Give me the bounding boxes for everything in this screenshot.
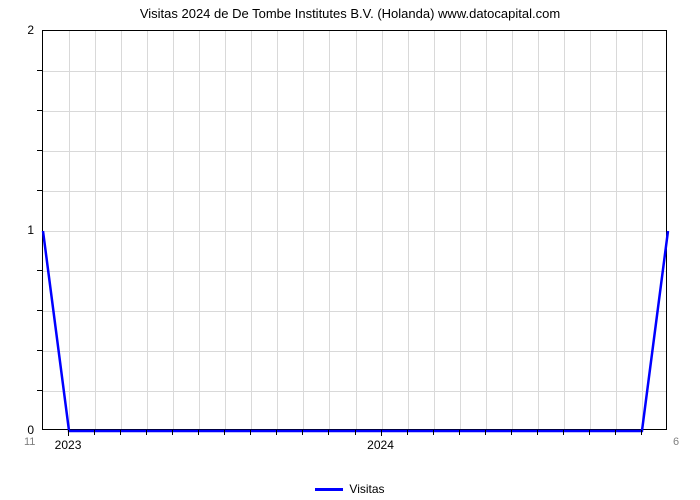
x-axis-minor-tick	[198, 430, 199, 435]
y-axis-minor-tick	[37, 350, 42, 351]
y-axis-tick-label: 2	[27, 23, 34, 37]
legend-swatch	[315, 488, 343, 491]
x-axis-minor-tick	[407, 430, 408, 435]
x-axis-minor-tick	[94, 430, 95, 435]
x-axis-minor-tick	[146, 430, 147, 435]
x-axis-tick-label: 2023	[55, 438, 82, 452]
x-axis-minor-tick	[250, 430, 251, 435]
plot-area	[42, 30, 667, 430]
x-axis-minor-tick	[224, 430, 225, 435]
x-axis-minor-tick	[511, 430, 512, 435]
x-axis-minor-tick	[537, 430, 538, 435]
x-axis-minor-tick	[563, 430, 564, 435]
x-axis-minor-tick	[276, 430, 277, 435]
series-path-visitas	[43, 231, 668, 431]
chart-legend: Visitas	[0, 482, 700, 496]
x-axis-minor-tick	[120, 430, 121, 435]
x-axis-minor-tick	[328, 430, 329, 435]
y-axis-minor-tick	[37, 190, 42, 191]
x-axis-minor-tick	[615, 430, 616, 435]
x-axis-major-tick	[68, 430, 69, 436]
x-axis-major-tick	[381, 430, 382, 436]
y-axis-tick-label: 0	[27, 423, 34, 437]
x-axis-minor-tick	[589, 430, 590, 435]
chart-title: Visitas 2024 de De Tombe Institutes B.V.…	[0, 6, 700, 21]
y-axis-minor-tick	[37, 390, 42, 391]
x-axis-minor-tick	[641, 430, 642, 435]
y-axis-minor-tick	[37, 110, 42, 111]
corner-label-bottom-left: 11	[24, 436, 35, 448]
x-axis-minor-tick	[172, 430, 173, 435]
x-axis-minor-tick	[355, 430, 356, 435]
y-axis-minor-tick	[37, 150, 42, 151]
x-axis-minor-tick	[302, 430, 303, 435]
legend-label: Visitas	[349, 482, 384, 496]
x-axis-minor-tick	[485, 430, 486, 435]
y-axis-minor-tick	[37, 270, 42, 271]
x-axis-tick-label: 2024	[367, 438, 394, 452]
series-line	[43, 31, 668, 431]
y-axis-minor-tick	[37, 70, 42, 71]
y-axis-tick-label: 1	[27, 223, 34, 237]
y-axis-minor-tick	[37, 310, 42, 311]
corner-label-bottom-right: 6	[673, 436, 679, 448]
visits-chart: Visitas 2024 de De Tombe Institutes B.V.…	[0, 0, 700, 500]
x-axis-minor-tick	[433, 430, 434, 435]
x-axis-minor-tick	[459, 430, 460, 435]
